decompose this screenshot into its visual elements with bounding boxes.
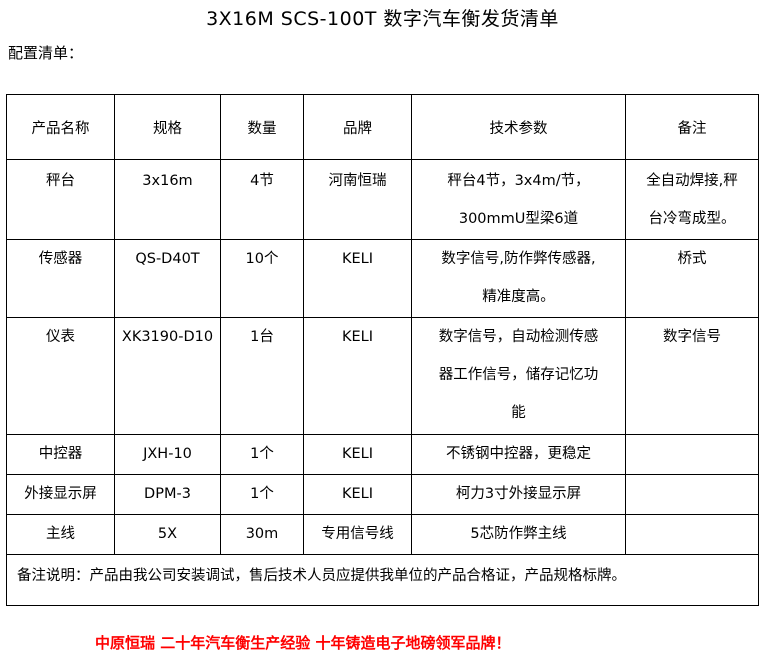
cell-text: 1台 [250, 329, 274, 345]
cell-brand: KELI [303, 317, 412, 435]
cell-tech-params: 数字信号,防作弊传感器, 精准度高。 [411, 239, 626, 318]
cell-text: JXH-10 [143, 446, 192, 462]
cell-text: 专用信号线 [321, 526, 394, 542]
cell-spec: XK3190-D10 [114, 317, 221, 435]
cell-brand: 专用信号线 [303, 514, 412, 555]
cell-tech-params: 5芯防作弊主线 [411, 514, 626, 555]
cell-remarks [625, 434, 759, 475]
cell-quantity: 10个 [220, 239, 304, 318]
cell-text: 数字信号,防作弊传感器, [441, 251, 596, 267]
cell-product-name: 秤台 [6, 159, 115, 240]
cell-spec: DPM-3 [114, 474, 221, 515]
cell-text: 精准度高。 [482, 289, 555, 305]
remarks-row: 备注说明：产品由我公司安装调试，售后技术人员应提供我单位的产品合格证，产品规格标… [6, 554, 759, 606]
cell-quantity: 1台 [220, 317, 304, 435]
cell-product-name: 仪表 [6, 317, 115, 435]
cell-text: QS-D40T [135, 251, 200, 267]
cell-product-name: 主线 [6, 514, 115, 555]
cell-remarks: 全自动焊接,秤 台冷弯成型。 [625, 159, 759, 240]
cell-spec: 3x16m [114, 159, 221, 240]
cell-remarks [625, 474, 759, 515]
cell-text: 5芯防作弊主线 [470, 526, 567, 542]
cell-tech-params: 秤台4节，3x4m/节， 300mmU型梁6道 [411, 159, 626, 240]
footer-slogan: 中原恒瑞 二十年汽车衡生产经验 十年铸造电子地磅领军品牌！ [95, 634, 511, 652]
cell-brand: KELI [303, 434, 412, 475]
cell-text: KELI [341, 251, 374, 267]
cell-tech-params: 数字信号，自动检测传感 器工作信号，储存记忆功能 [411, 317, 626, 435]
cell-text [626, 515, 758, 554]
shipment-table: 产品名称 规格 数量 品牌 技术参数 备注 秤台 3x16m 4节 河南恒瑞 秤台4节，… [6, 94, 759, 606]
cell-text: 全自动焊接,秤 [646, 173, 738, 189]
table-row: 秤台 3x16m 4节 河南恒瑞 秤台4节，3x4m/节， 300mmU型梁6道 全自动焊接… [6, 159, 759, 240]
cell-text: 300mmU型梁6道 [458, 211, 579, 227]
cell-text: 台冷弯成型。 [648, 211, 736, 227]
table-row: 外接显示屏 DPM-3 1个 KELI 柯力3寸外接显示屏 [6, 474, 759, 515]
header-product-name: 产品名称 [6, 94, 115, 160]
cell-remarks [625, 514, 759, 555]
cell-text: 主线 [46, 526, 75, 542]
cell-text: 仪表 [46, 329, 75, 345]
header-quantity: 数量 [220, 94, 304, 160]
cell-brand: 河南恒瑞 [303, 159, 412, 240]
cell-text: 能 [511, 405, 526, 421]
cell-product-name: 传感器 [6, 239, 115, 318]
header-brand: 品牌 [303, 94, 412, 160]
cell-text: 秤台 [46, 173, 75, 189]
cell-text: 中控器 [38, 446, 83, 462]
cell-text: 10个 [245, 251, 279, 267]
cell-text: 5X [157, 526, 178, 542]
cell-brand: KELI [303, 474, 412, 515]
cell-text: 柯力3寸外接显示屏 [455, 486, 582, 502]
cell-text: 传感器 [38, 251, 83, 267]
header-tech-params: 技术参数 [411, 94, 626, 160]
cell-text: 桥式 [677, 251, 707, 267]
header-spec: 规格 [114, 94, 221, 160]
cell-remarks: 桥式 [625, 239, 759, 318]
cell-text: 1个 [250, 446, 274, 462]
cell-text: 4节 [250, 173, 274, 189]
table-row: 中控器 JXH-10 1个 KELI 不锈钢中控器，更稳定 [6, 434, 759, 475]
table-header-row: 产品名称 规格 数量 品牌 技术参数 备注 [6, 94, 759, 160]
cell-product-name: 外接显示屏 [6, 474, 115, 515]
cell-brand: KELI [303, 239, 412, 318]
cell-text: 河南恒瑞 [328, 173, 387, 189]
cell-tech-params: 柯力3寸外接显示屏 [411, 474, 626, 515]
cell-text: KELI [341, 446, 374, 462]
cell-text: 外接显示屏 [24, 486, 97, 502]
cell-tech-params: 不锈钢中控器，更稳定 [411, 434, 626, 475]
cell-remarks: 数字信号 [625, 317, 759, 435]
cell-text: 器工作信号，储存记忆功 [438, 367, 599, 383]
cell-spec: 5X [114, 514, 221, 555]
cell-quantity: 1个 [220, 474, 304, 515]
cell-spec: JXH-10 [114, 434, 221, 475]
cell-text: 不锈钢中控器，更稳定 [446, 446, 591, 462]
cell-text: KELI [341, 329, 374, 345]
cell-text: XK3190-D10 [121, 329, 214, 345]
cell-quantity: 30m [220, 514, 304, 555]
table-row: 主线 5X 30m 专用信号线 5芯防作弊主线 [6, 514, 759, 555]
document-title: 3X16M SCS-100T 数字汽车衡发货清单 [206, 8, 559, 30]
cell-text: 数字信号 [663, 329, 721, 345]
cell-spec: QS-D40T [114, 239, 221, 318]
config-list-label: 配置清单： [8, 44, 84, 62]
cell-quantity: 1个 [220, 434, 304, 475]
cell-text: KELI [341, 486, 374, 502]
cell-product-name: 中控器 [6, 434, 115, 475]
table-row: 传感器 QS-D40T 10个 KELI 数字信号,防作弊传感器, 精准度高。 桥式 [6, 239, 759, 318]
cell-quantity: 4节 [220, 159, 304, 240]
cell-text: 3x16m [142, 173, 193, 189]
cell-text: 1个 [250, 486, 274, 502]
header-remarks: 备注 [625, 94, 759, 160]
cell-text: 数字信号，自动检测传感 [438, 329, 599, 345]
cell-text [626, 435, 758, 474]
cell-text: 30m [245, 526, 279, 542]
table-row: 仪表 XK3190-D10 1台 KELI 数字信号，自动检测传感 器工作信号，储存记忆功… [6, 317, 759, 435]
remarks-text: 备注说明：产品由我公司安装调试，售后技术人员应提供我单位的产品合格证，产品规格标… [17, 568, 626, 584]
cell-text: 秤台4节，3x4m/节， [447, 173, 590, 189]
cell-text [626, 475, 758, 514]
cell-text: DPM-3 [144, 486, 191, 502]
